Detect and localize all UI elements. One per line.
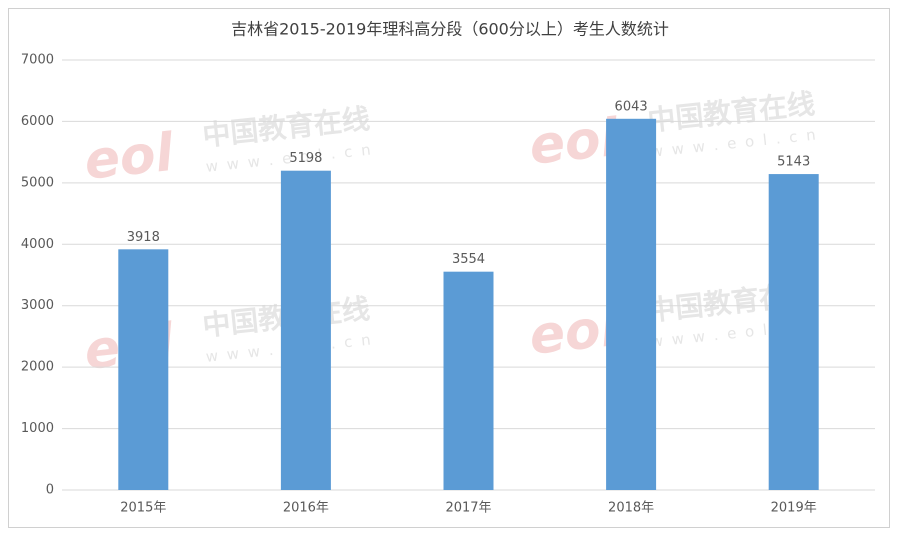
y-tick-label: 2000 <box>21 360 54 375</box>
y-tick-label: 6000 <box>21 114 54 129</box>
value-label: 3918 <box>127 230 160 245</box>
y-tick-label: 1000 <box>21 421 54 436</box>
y-tick-label: 5000 <box>21 175 54 190</box>
x-tick-label: 2019年 <box>771 501 817 516</box>
x-tick-label: 2018年 <box>608 501 654 516</box>
value-label: 5143 <box>777 155 810 170</box>
x-tick-label: 2015年 <box>120 501 166 516</box>
bar <box>768 174 819 490</box>
bar <box>606 118 657 490</box>
y-tick-label: 4000 <box>21 237 54 252</box>
value-label: 6043 <box>615 99 648 114</box>
value-label: 5198 <box>289 151 322 166</box>
watermark-logo: eol <box>82 123 178 192</box>
value-label: 3554 <box>452 252 485 267</box>
chart-title: 吉林省2015-2019年理科高分段（600分以上）考生人数统计 <box>231 20 669 39</box>
bar <box>280 170 331 491</box>
bar <box>443 271 494 490</box>
y-tick-label: 7000 <box>21 53 54 68</box>
bar <box>118 249 169 490</box>
y-tick-label: 3000 <box>21 298 54 313</box>
x-tick-label: 2016年 <box>283 501 329 516</box>
y-tick-label: 0 <box>46 483 54 498</box>
x-tick-label: 2017年 <box>445 501 491 516</box>
